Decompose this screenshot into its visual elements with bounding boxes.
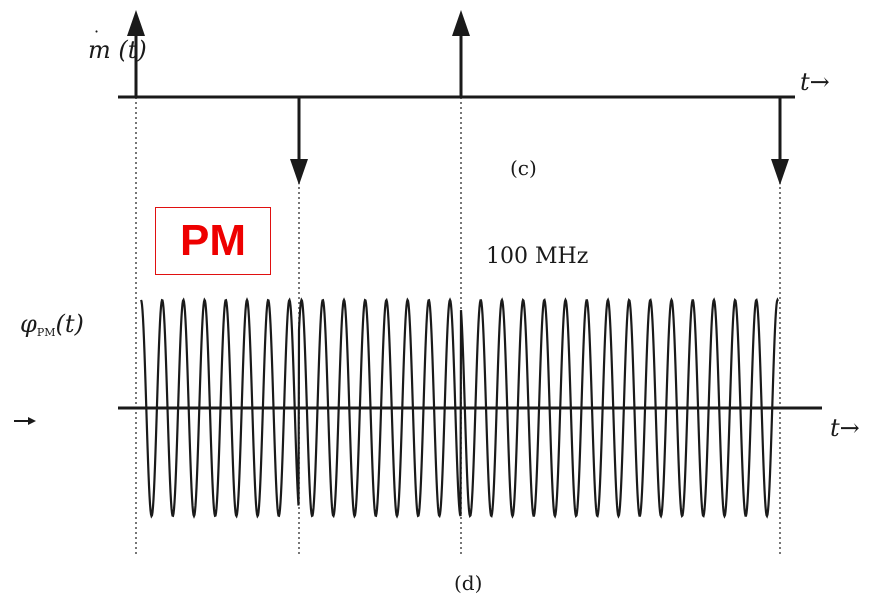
phi-subscript: PM	[36, 326, 56, 339]
m-dot-arg: (t)	[118, 36, 147, 64]
m-dot-symbol: m	[88, 36, 111, 64]
bottom-axis-t: t	[830, 414, 840, 442]
left-arrow-mark	[14, 417, 36, 425]
dot-accent: ·	[94, 22, 100, 41]
m-dot-label: m · (t)	[88, 24, 147, 64]
phi-pm-label: φPM(t)	[20, 312, 84, 338]
frequency-label: 100 MHz	[486, 244, 589, 269]
bottom-axis-arrow: →	[839, 414, 860, 442]
pm-waveform	[139, 297, 779, 519]
negative-impulse-arrow	[290, 97, 308, 185]
impulse-train	[127, 10, 789, 185]
pm-overlay-text: PM	[180, 216, 246, 265]
positive-impulse-arrow	[452, 10, 470, 97]
phi-arg: (t)	[55, 310, 84, 338]
phi-symbol: φ	[20, 310, 37, 338]
top-axis-t: t	[800, 68, 810, 96]
top-axis-label: t→	[800, 70, 830, 94]
top-axis-arrow: →	[809, 68, 830, 96]
caption-c: (c)	[510, 156, 537, 180]
pm-highlight-box: PM	[155, 207, 271, 275]
positive-impulse-arrow	[127, 10, 145, 97]
bottom-axis-label: t→	[830, 416, 860, 440]
negative-impulse-arrow	[771, 97, 789, 185]
caption-d: (d)	[454, 571, 483, 595]
